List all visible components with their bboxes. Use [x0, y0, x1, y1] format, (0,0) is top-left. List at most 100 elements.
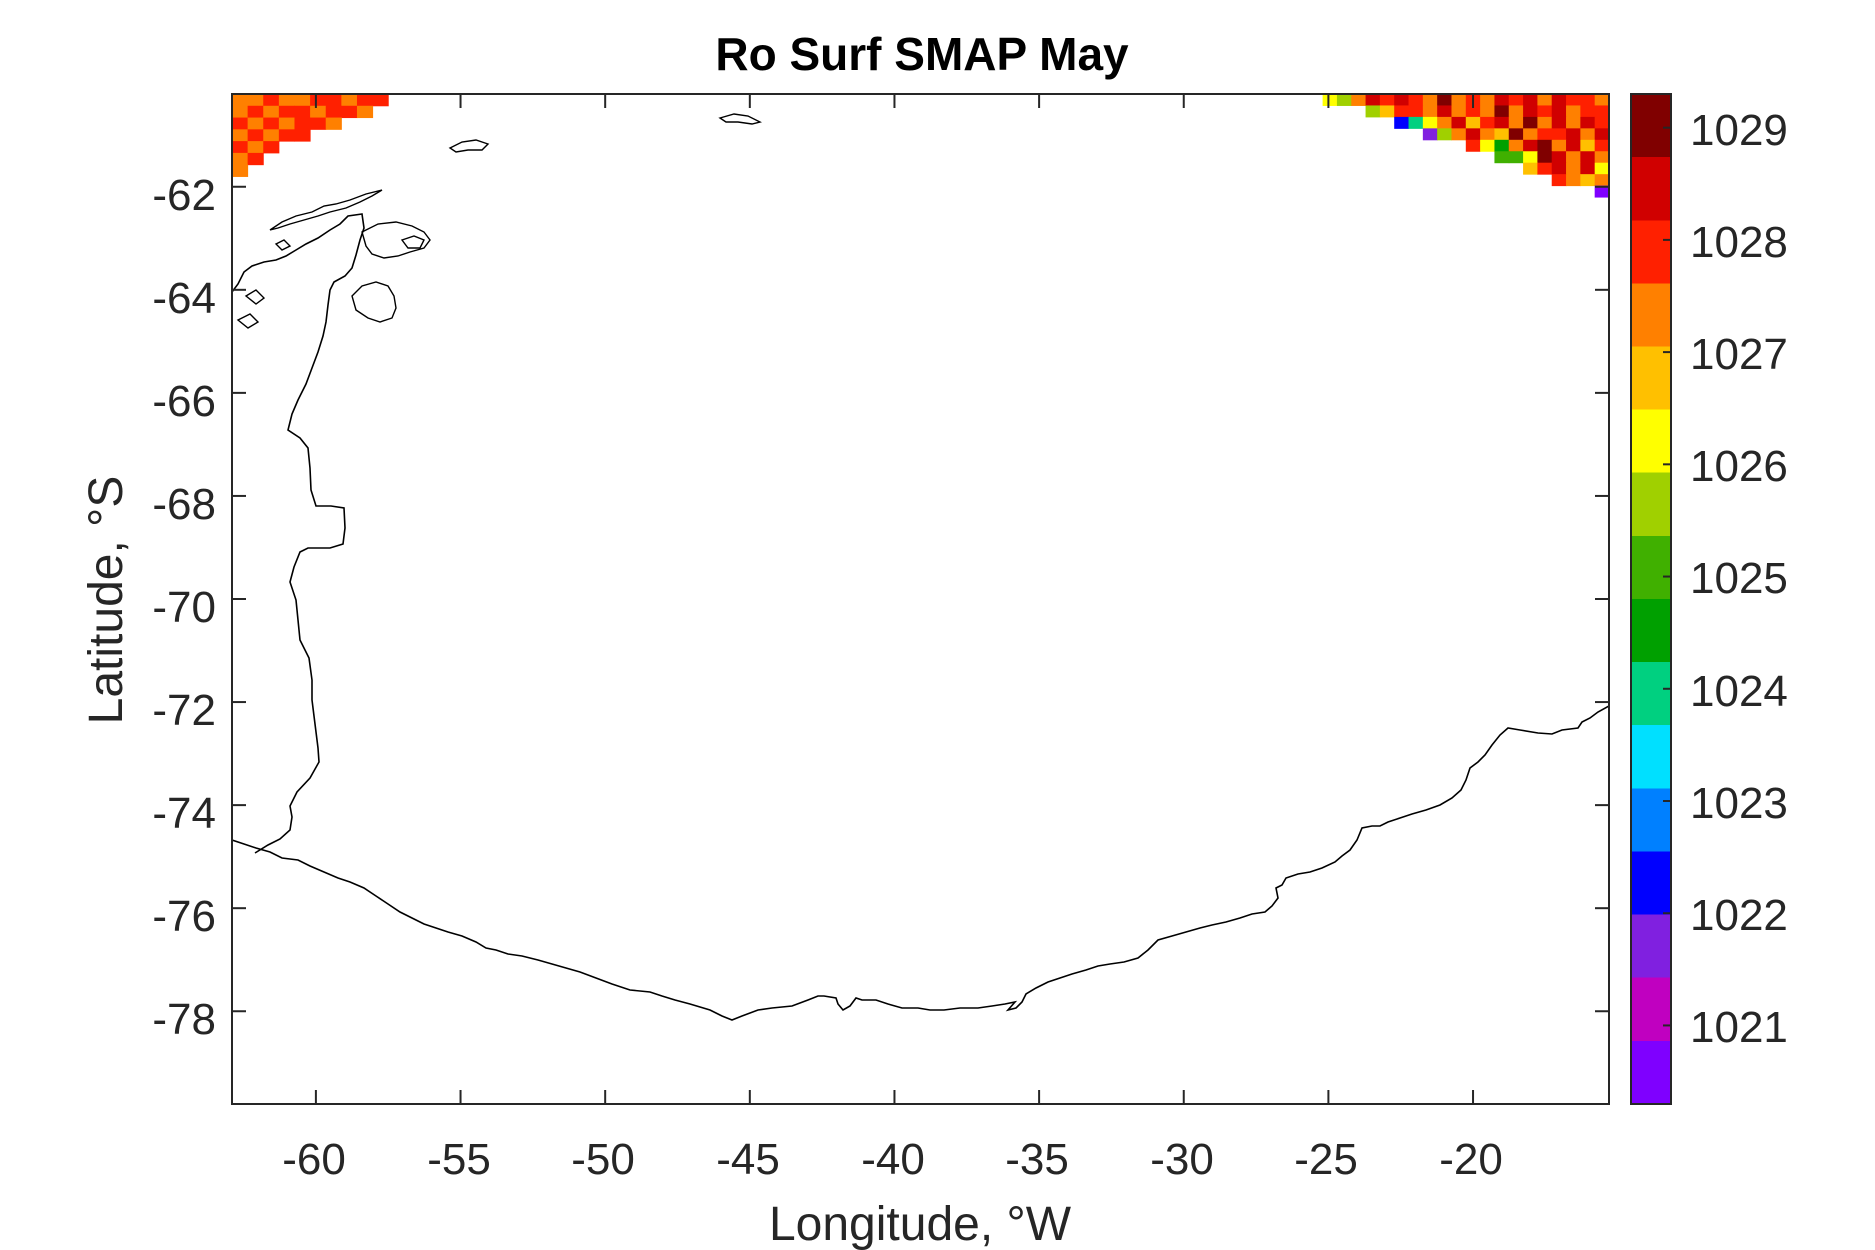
heatmap-cell	[1594, 139, 1609, 152]
heatmap-cell	[1566, 94, 1581, 106]
colorbar	[1630, 93, 1672, 1105]
x-tick-label: -20	[1439, 1135, 1503, 1184]
y-tick-label: -78	[152, 995, 216, 1044]
heatmap-cell	[1422, 105, 1438, 118]
colorbar-tick-label: 1023	[1690, 779, 1788, 828]
heatmap-cell	[1580, 174, 1596, 187]
y-tick-label: -64	[152, 274, 216, 323]
heatmap-cell	[1523, 139, 1538, 152]
y-tick-label: -72	[152, 686, 216, 735]
heatmap-cell	[263, 129, 280, 142]
heatmap-cell	[247, 117, 264, 130]
heatmap-cell	[1394, 105, 1410, 118]
heatmap-cell	[1594, 116, 1609, 129]
heatmap-cell	[341, 105, 358, 119]
heatmap-cell	[278, 117, 295, 130]
heatmap-cell	[294, 117, 311, 130]
heatmap-cell	[1422, 116, 1438, 129]
heatmap-cell	[1336, 94, 1352, 106]
heatmap-cell	[1508, 151, 1524, 164]
heatmap-cell	[1523, 94, 1538, 106]
y-tick-label: -74	[152, 789, 216, 838]
heatmap-cell	[372, 94, 389, 107]
heatmap-cell	[325, 117, 342, 130]
heatmap-cell	[263, 141, 280, 154]
colorbar-tick-label: 1021	[1690, 1003, 1788, 1052]
x-tick-label: -40	[861, 1135, 925, 1184]
heatmap-cell	[1494, 139, 1510, 152]
heatmap-cell	[1594, 105, 1609, 118]
heatmap-cell	[1537, 94, 1553, 106]
heatmap-cell	[310, 105, 327, 119]
heatmap-cell	[232, 94, 249, 107]
heatmap-cell	[1480, 105, 1495, 118]
x-tick-label: -55	[427, 1135, 491, 1184]
island-james-ross	[351, 281, 397, 323]
island-small-2	[274, 239, 292, 251]
heatmap-cell	[1594, 94, 1609, 106]
heatmap-cell	[1379, 105, 1395, 118]
x-tick-label: -50	[571, 1135, 635, 1184]
heatmap-cell	[1394, 116, 1410, 129]
heatmap-cell	[1580, 162, 1596, 175]
heatmap-cell	[1508, 139, 1524, 152]
heatmap-cell	[1379, 94, 1395, 106]
heatmap-cell	[1451, 128, 1467, 141]
heatmap-cell	[1566, 151, 1581, 164]
heatmap-cell	[247, 141, 264, 154]
heatmap-cell	[1594, 174, 1609, 187]
heatmap-cell	[278, 105, 295, 119]
island-south-shetland	[269, 189, 383, 231]
x-tick-label: -25	[1294, 1135, 1358, 1184]
heatmap-cell	[1537, 139, 1553, 152]
heatmap-cell	[1394, 94, 1410, 106]
heatmap-cell	[1437, 105, 1452, 118]
heatmap-cell	[1523, 128, 1538, 141]
heatmap-cell	[1594, 151, 1609, 164]
heatmap-cell	[263, 105, 280, 119]
heatmap-cell	[1551, 151, 1567, 164]
heatmap-cell	[1580, 128, 1596, 141]
plot-area	[232, 94, 1609, 1104]
heatmap-cell	[1580, 105, 1596, 118]
heatmap-cell	[1437, 128, 1452, 141]
heatmap-cell	[247, 129, 264, 142]
heatmap-cell	[1594, 162, 1609, 175]
heatmap-cell	[1508, 105, 1524, 118]
y-tick-labels: -62 -64 -66 -68 -70 -72 -74 -76 -78	[152, 171, 216, 1044]
heatmap-cell	[263, 117, 280, 130]
colorbar-tick-label: 1024	[1690, 667, 1788, 716]
heatmap-cell	[1537, 128, 1553, 141]
island-small-4	[718, 113, 763, 125]
heatmap-cell	[1566, 128, 1581, 141]
heatmap-cell	[1551, 94, 1567, 106]
heatmap-cell	[232, 117, 249, 130]
heatmap-cell	[1408, 94, 1424, 106]
heatmap-cell	[1580, 116, 1596, 129]
coastline	[232, 213, 1609, 1021]
heatmap-cell	[1437, 116, 1452, 129]
heatmap-cell	[1566, 174, 1581, 187]
heatmap-cell	[294, 105, 311, 119]
heatmap-cell	[1537, 105, 1553, 118]
y-tick-label: -68	[152, 480, 216, 529]
coastline-islands	[236, 113, 763, 329]
heatmap-cell	[1551, 162, 1567, 175]
colorbar-tick-label: 1026	[1690, 442, 1788, 491]
heatmap-cell	[1580, 94, 1596, 106]
heatmap-cell	[1523, 162, 1538, 175]
heatmap-cell	[1494, 94, 1510, 106]
x-tick-marks	[314, 94, 1475, 1104]
heatmap-cell	[1523, 116, 1538, 129]
heatmap-cell	[1408, 116, 1424, 129]
heatmap-cell	[232, 141, 249, 154]
heatmap-cell	[341, 94, 358, 107]
colorbar-tick-label: 1029	[1690, 106, 1788, 155]
x-tick-label: -60	[282, 1135, 346, 1184]
heatmap-cell	[1480, 139, 1495, 152]
heatmap-cell	[232, 164, 249, 177]
heatmap-cell	[356, 105, 374, 119]
heatmap-cell	[1551, 105, 1567, 118]
heatmap-cell	[310, 94, 327, 107]
heatmap-cell	[356, 94, 374, 107]
